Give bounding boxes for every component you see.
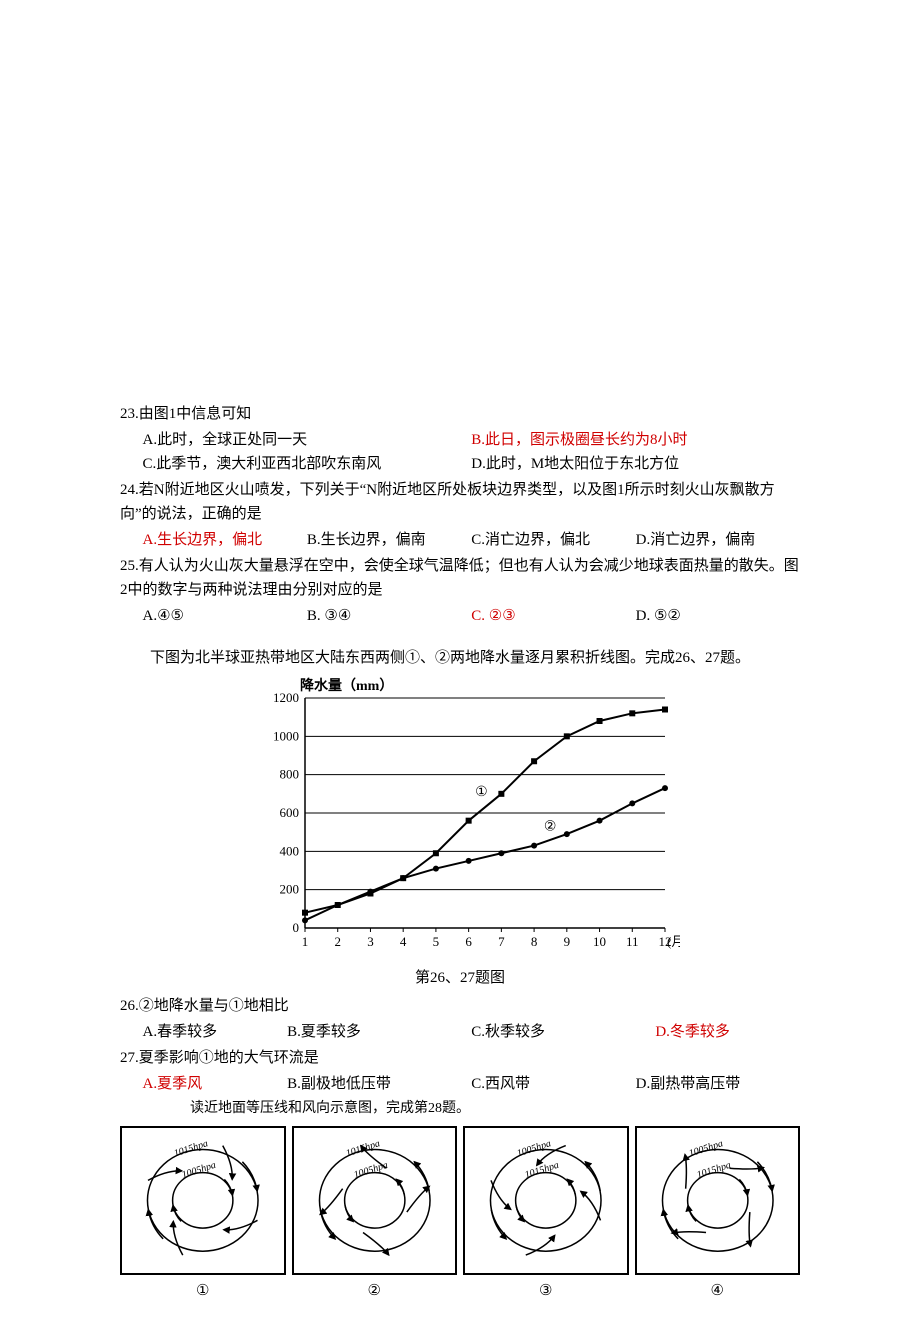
precip-chart: 降水量（mm） 0 200 400 600 800 1000 1200 1 2 3 4 5 6 7 8 9 10 1…	[120, 676, 800, 990]
svg-text:1005hpa: 1005hpa	[181, 1160, 218, 1181]
q25-opt-c: C. ②③	[471, 604, 635, 628]
svg-text:600: 600	[280, 805, 300, 820]
svg-text:1005hpa: 1005hpa	[352, 1160, 389, 1181]
svg-text:10: 10	[593, 934, 606, 949]
q27-opt-b: B.副极地低压带	[287, 1072, 471, 1096]
q25-opt-d: D. ⑤②	[636, 604, 800, 628]
isobar-box-1: 1015hpa1005hpa	[120, 1126, 286, 1275]
svg-text:(月份): (月份)	[667, 934, 680, 949]
q24-opt-a: A.生长边界，偏北	[143, 528, 307, 552]
q25-options: A.④⑤ B. ③④ C. ②③ D. ⑤②	[120, 604, 800, 628]
intro-28: 读近地面等压线和风向示意图，完成第28题。	[120, 1098, 800, 1120]
isobar-cell-3: 1005hpa1015hpa ③	[463, 1126, 629, 1303]
q24-options: A.生长边界，偏北 B.生长边界，偏南 C.消亡边界，偏北 D.消亡边界，偏南	[120, 528, 800, 552]
q23-opt-d: D.此时，M地太阳位于东北方位	[471, 452, 800, 476]
intro-26-27: 下图为北半球亚热带地区大陆东西两侧①、②两地降水量逐月累积折线图。完成26、27…	[120, 646, 800, 670]
q24-opt-d: D.消亡边界，偏南	[636, 528, 800, 552]
q27-opt-a: A.夏季风	[143, 1072, 288, 1096]
q25-opt-b: B. ③④	[307, 604, 471, 628]
svg-text:400: 400	[280, 843, 300, 858]
svg-text:5: 5	[433, 934, 440, 949]
svg-text:4: 4	[400, 934, 407, 949]
isobar-cell-2: 1015hpa1005hpa ②	[292, 1126, 458, 1303]
q25-stem: 25.有人认为火山灰大量悬浮在空中，会使全球气温降低；但也有人认为会减少地球表面…	[120, 554, 800, 602]
q26-opt-b: B.夏季较多	[287, 1020, 471, 1044]
isobar-box-3: 1005hpa1015hpa	[463, 1126, 629, 1275]
svg-text:1015hpa: 1015hpa	[524, 1160, 561, 1181]
q27-opt-d: D.副热带高压带	[636, 1072, 800, 1096]
svg-text:11: 11	[626, 934, 639, 949]
svg-text:1015hpa: 1015hpa	[695, 1160, 732, 1181]
isobar-label-1: ①	[120, 1279, 286, 1303]
q26-opt-a: A.春季较多	[143, 1020, 288, 1044]
svg-text:2: 2	[334, 934, 341, 949]
isobar-label-4: ④	[635, 1279, 801, 1303]
q26-opt-c: C.秋季较多	[471, 1020, 655, 1044]
svg-text:1200: 1200	[273, 690, 299, 705]
q24-opt-c: C.消亡边界，偏北	[471, 528, 635, 552]
svg-text:3: 3	[367, 934, 374, 949]
isobar-box-4: 1005hpa1015hpa	[635, 1126, 801, 1275]
svg-text:9: 9	[564, 934, 571, 949]
svg-text:7: 7	[498, 934, 505, 949]
svg-text:6: 6	[465, 934, 472, 949]
q27-stem: 27.夏季影响①地的大气环流是	[120, 1046, 800, 1070]
svg-text:②: ②	[544, 819, 557, 834]
q23-opt-c: C.此季节，澳大利亚西北部吹东南风	[143, 452, 472, 476]
isobar-label-2: ②	[292, 1279, 458, 1303]
q26-stem: 26.②地降水量与①地相比	[120, 994, 800, 1018]
q24-stem: 24.若N附近地区火山喷发，下列关于“N附近地区所处板块边界类型，以及图1所示时…	[120, 478, 800, 526]
isobar-cell-4: 1005hpa1015hpa ④	[635, 1126, 801, 1303]
svg-text:200: 200	[280, 882, 300, 897]
q23-opt-a: A.此时，全球正处同一天	[143, 428, 472, 452]
svg-text:降水量（mm）: 降水量（mm）	[300, 677, 393, 694]
svg-text:1: 1	[302, 934, 309, 949]
svg-text:1015hpa: 1015hpa	[173, 1139, 210, 1160]
svg-text:800: 800	[280, 767, 300, 782]
page-content: 23.由图1中信息可知 A.此时，全球正处同一天 B.此日，图示极圈昼长约为8小…	[0, 0, 920, 1343]
svg-text:1005hpa: 1005hpa	[687, 1139, 724, 1160]
q23-options: A.此时，全球正处同一天 B.此日，图示极圈昼长约为8小时 C.此季节，澳大利亚…	[120, 428, 800, 476]
chart-caption: 第26、27题图	[120, 966, 800, 990]
q25-opt-a: A.④⑤	[143, 604, 307, 628]
q27-opt-c: C.西风带	[471, 1072, 635, 1096]
isobar-box-2: 1015hpa1005hpa	[292, 1126, 458, 1275]
svg-text:①: ①	[475, 785, 488, 800]
q27-options: A.夏季风 B.副极地低压带 C.西风带 D.副热带高压带	[120, 1072, 800, 1096]
q23-stem: 23.由图1中信息可知	[120, 402, 800, 426]
precip-chart-svg: 降水量（mm） 0 200 400 600 800 1000 1200 1 2 3 4 5 6 7 8 9 10 1…	[240, 676, 680, 956]
svg-text:1000: 1000	[273, 728, 299, 743]
svg-text:8: 8	[531, 934, 538, 949]
isobar-label-3: ③	[463, 1279, 629, 1303]
q26-options: A.春季较多 B.夏季较多 C.秋季较多 D.冬季较多	[120, 1020, 800, 1044]
q24-opt-b: B.生长边界，偏南	[307, 528, 471, 552]
isobar-row: 1015hpa1005hpa ① 1015hpa1005hpa ② 1005hp…	[120, 1126, 800, 1303]
q23-opt-b: B.此日，图示极圈昼长约为8小时	[471, 428, 800, 452]
isobar-cell-1: 1015hpa1005hpa ①	[120, 1126, 286, 1303]
q26-opt-d: D.冬季较多	[655, 1020, 800, 1044]
svg-text:0: 0	[293, 920, 300, 935]
